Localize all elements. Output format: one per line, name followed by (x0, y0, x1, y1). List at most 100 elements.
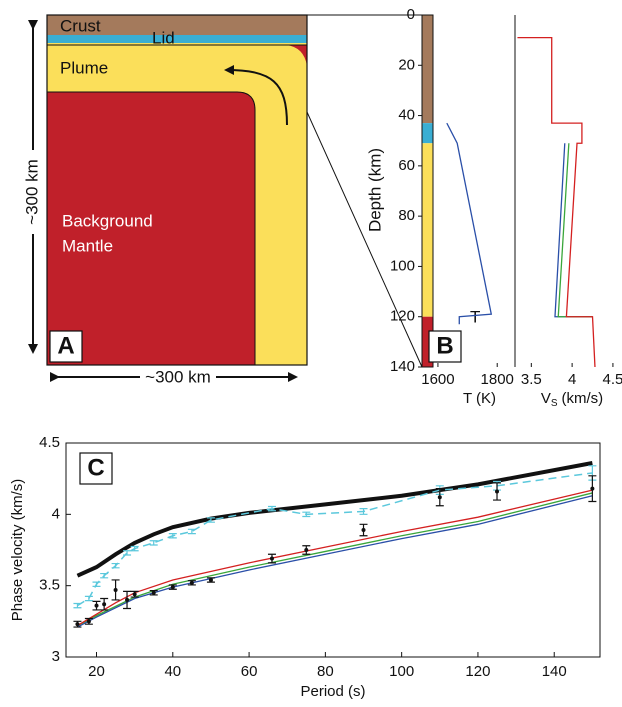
error-bar (92, 581, 101, 587)
plot-frame (65, 442, 601, 658)
x-tick-label: 20 (88, 663, 105, 680)
y-axis-label: Phase velocity (km/s) (9, 479, 26, 622)
series-line (76, 461, 593, 578)
height-label: ~300 km (22, 159, 41, 225)
data-point (151, 590, 156, 595)
error-bar (130, 545, 139, 552)
y-tick-label: 100 (390, 257, 415, 274)
x-tick-label: 60 (241, 663, 258, 680)
data-point (113, 587, 118, 592)
error-bar (302, 511, 311, 518)
mantle-label: Background (62, 211, 153, 230)
y-tick-label: 80 (398, 207, 415, 224)
annotation: T (470, 307, 480, 326)
panel-label: A (57, 332, 74, 359)
y-tick-label: 120 (390, 308, 415, 325)
zoom-line (306, 111, 423, 368)
data-point (170, 585, 175, 590)
error-bar (206, 517, 215, 523)
x-tick-label: 40 (164, 663, 181, 680)
label-bg (140, 368, 216, 386)
data-point (102, 602, 107, 607)
layer (422, 316, 433, 367)
label-part: S (551, 398, 558, 409)
corner-region (286, 45, 307, 66)
y-tick-label: 4.5 (39, 434, 60, 451)
label-box (428, 330, 462, 363)
profile-line (554, 143, 593, 318)
data-point (495, 489, 500, 494)
x-tick-label: 4.5 (602, 371, 622, 388)
crust-label: Crust (60, 16, 101, 35)
series-line (77, 489, 593, 627)
x-tick-label: 1600 (421, 371, 454, 388)
error-bar (187, 528, 196, 535)
error-bar (168, 532, 177, 539)
column-frame (421, 14, 434, 368)
y-tick-label: 140 (390, 358, 415, 375)
mantle-label: Mantle (62, 236, 113, 255)
error-bar (111, 562, 120, 569)
lid-label: Lid (152, 28, 175, 47)
lid-layer (47, 35, 307, 43)
data-point (189, 580, 194, 585)
data-point (304, 548, 309, 552)
background-region (46, 91, 256, 366)
panel-label: B (436, 332, 453, 359)
x-axis-label: VS (km/s) (541, 390, 603, 409)
data-point (132, 592, 137, 597)
x-tick-label: 140 (542, 663, 567, 680)
error-bar (267, 505, 276, 512)
panel-a: Crust Lid Plume Background Mantle ~300 k… (22, 14, 423, 386)
y-tick-label: 40 (398, 107, 415, 124)
label-part: (km/s) (562, 390, 604, 407)
layer (422, 15, 433, 124)
x-tick-label: 80 (317, 663, 334, 680)
data-point (86, 619, 91, 624)
layer (422, 123, 433, 144)
y-tick-label: 20 (398, 56, 415, 73)
label-bg (24, 150, 42, 234)
flow-arrow (224, 65, 288, 126)
series-line (77, 495, 593, 628)
y-tick-label: 60 (398, 157, 415, 174)
label-part: V (541, 390, 551, 407)
label-box (49, 330, 83, 363)
error-bar (359, 508, 368, 515)
data-point (269, 556, 274, 561)
plume-label: Plume (60, 58, 108, 77)
panel-label: C (87, 454, 104, 481)
profile-line (517, 36, 596, 368)
x-tick-label: 120 (465, 663, 490, 680)
profile-line (446, 122, 493, 325)
x-axis-label: Period (s) (300, 683, 365, 700)
error-bar (149, 540, 158, 546)
y-tick-label: 4 (52, 505, 60, 522)
y-axis-label: Depth (km) (365, 148, 384, 232)
y-tick-label: 3 (52, 648, 60, 665)
x-tick-label: 4 (568, 371, 576, 388)
data-point (94, 603, 99, 608)
x-tick-label: 3.5 (521, 371, 542, 388)
y-tick-label: 0 (407, 6, 415, 23)
error-bar (100, 572, 109, 579)
data-point (75, 622, 80, 627)
label-box (79, 452, 113, 485)
data-point (361, 528, 366, 533)
layer (422, 143, 433, 317)
data-point (437, 495, 442, 500)
error-bar (73, 602, 82, 609)
x-axis-label: T (K) (463, 390, 496, 407)
y-tick-label: 3.5 (39, 577, 60, 594)
x-tick-label: 1800 (481, 371, 514, 388)
series-line (77, 492, 593, 627)
data-point (125, 597, 130, 602)
panel-a-frame (46, 14, 308, 366)
data-point (590, 486, 595, 491)
x-tick-label: 100 (389, 663, 414, 680)
data-point (208, 577, 213, 582)
error-bar (84, 595, 93, 602)
error-bar (123, 550, 132, 556)
width-label: ~300 km (145, 367, 211, 386)
